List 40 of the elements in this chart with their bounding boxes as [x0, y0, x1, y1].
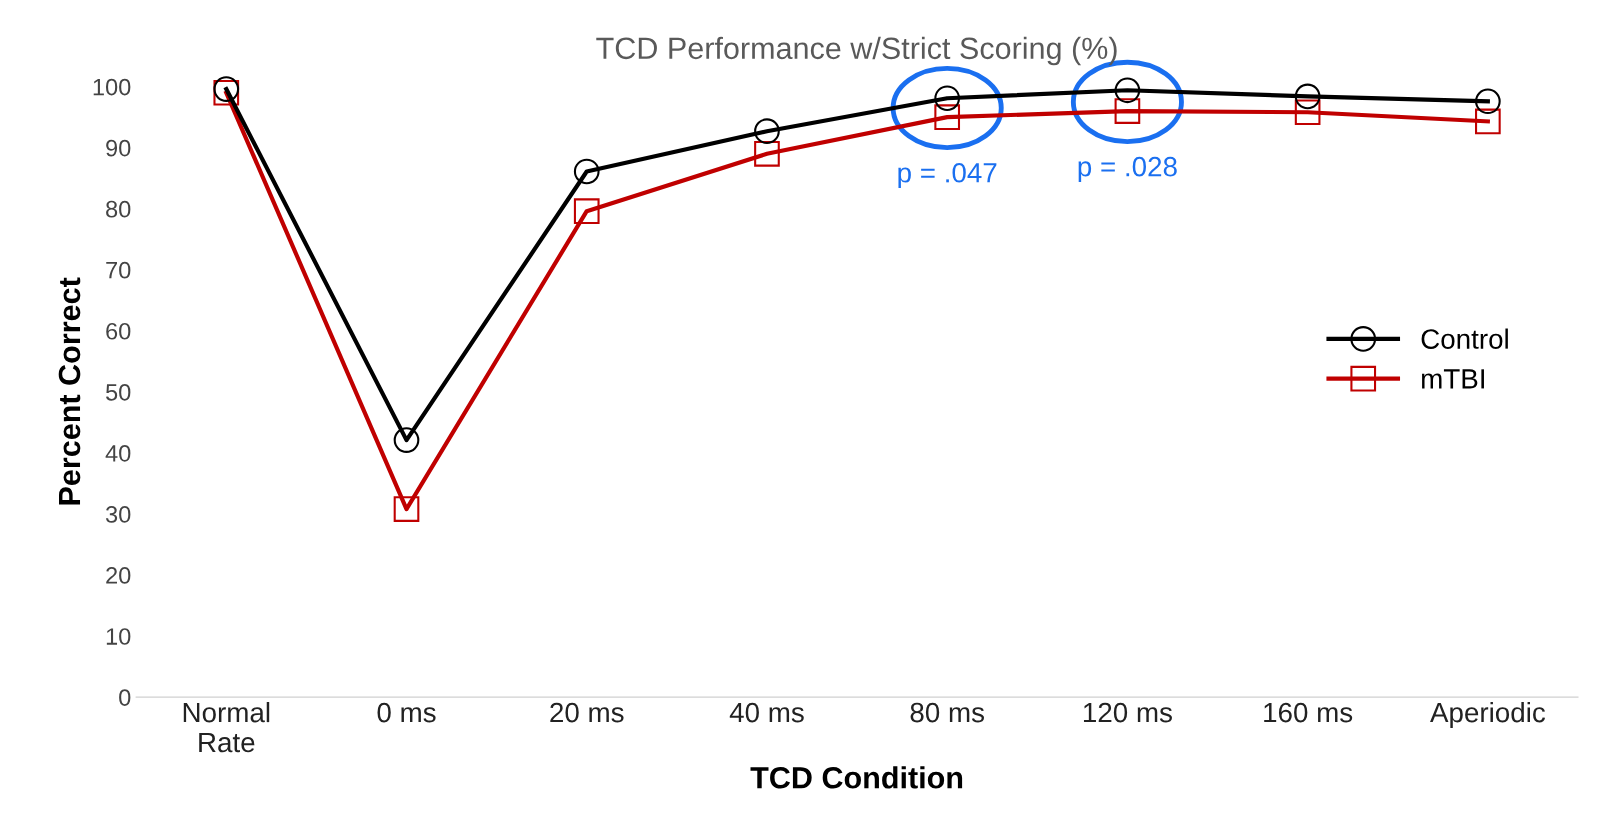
x-tick-label: Normal Rate — [183, 701, 270, 753]
point — [573, 198, 600, 225]
y-axis-title: Percent Correct — [58, 277, 81, 505]
y-tick-label: 60 — [106, 322, 131, 340]
y-tick-label: 100 — [93, 78, 131, 96]
annotation: p = .047 — [898, 162, 997, 189]
x-tick-label: 40 ms — [729, 702, 804, 723]
x-axis-title: TCD Condition — [750, 766, 963, 789]
point — [1114, 77, 1141, 104]
x-tick-label: 160 ms — [1264, 702, 1353, 723]
point — [1475, 88, 1501, 115]
y-tick-label: 0 — [119, 689, 131, 706]
legend-label: mTBI — [1422, 369, 1484, 389]
y-tick-label: 40 — [105, 444, 131, 462]
y-tick-label: 30 — [105, 506, 131, 523]
point — [1475, 108, 1501, 135]
x-tick-label: 20 ms — [550, 702, 624, 723]
y-tick-label: 50 — [105, 383, 131, 401]
point — [754, 118, 780, 145]
point — [934, 104, 961, 130]
point — [1294, 83, 1321, 110]
x-tick-label: 120 ms — [1083, 702, 1172, 723]
x-tick-label: 0 ms — [377, 702, 436, 723]
point — [1294, 99, 1321, 126]
point — [393, 496, 420, 522]
point — [393, 427, 420, 453]
point — [934, 85, 961, 112]
y-tick-label: 20 — [106, 567, 131, 584]
chart-title: TCD Performance w/Strict Scoring (%) — [596, 36, 1117, 66]
x-tick-label: 80 ms — [910, 702, 984, 723]
y-tick-label: 80 — [106, 200, 131, 218]
point — [754, 140, 780, 167]
annotation: p = .028 — [1078, 156, 1177, 182]
point — [573, 158, 600, 185]
y-tick-label: 70 — [106, 261, 131, 279]
x-tick-label: Aperiodic — [1430, 701, 1546, 728]
y-tick-label: 90 — [106, 139, 131, 157]
y-tick-label: 10 — [106, 628, 131, 645]
point — [1114, 98, 1141, 124]
legend-label: Control — [1421, 328, 1508, 349]
